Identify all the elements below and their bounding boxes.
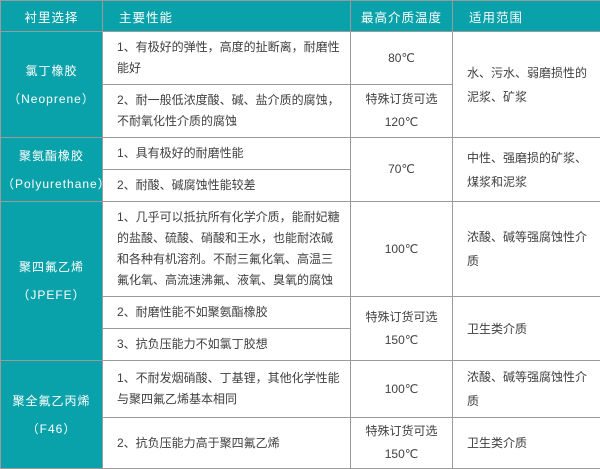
material-cell-fep: 聚全氟乙丙烯 （F46） — [1, 361, 103, 469]
range-cell: 卫生类介质 — [453, 297, 600, 361]
material-name-cn: 聚四氟乙烯 — [2, 253, 101, 281]
temperature-cell: 特殊订货可选 150℃ — [351, 418, 453, 469]
performance-cell: 2、抗负压能力高于聚四氟乙烯 — [103, 418, 351, 469]
temperature-cell: 100℃ — [351, 202, 453, 297]
material-cell-polyurethane: 聚氨酯橡胶 （Polyurethane） — [1, 138, 103, 202]
range-cell: 浓酸、碱等强腐蚀性介质 — [453, 202, 600, 297]
temperature-cell: 特殊订货可选 120℃ — [351, 85, 453, 138]
performance-cell: 2、耐一般低浓度酸、碱、盐介质的腐蚀，不耐氧化性介质的腐蚀 — [103, 85, 351, 138]
range-cell: 卫生类介质 — [453, 418, 600, 469]
range-cell: 浓酸、碱等强腐蚀性介质 — [453, 361, 600, 418]
temperature-value: 120℃ — [352, 111, 451, 134]
material-name-en: （F46） — [2, 415, 101, 443]
material-cell-ptfe: 聚四氟乙烯 （JPEFE） — [1, 202, 103, 361]
temperature-note: 特殊订货可选 — [352, 306, 451, 329]
table-row: 聚全氟乙丙烯 （F46） 1、不耐发烟硝酸、丁基锂，其他化学性能与聚四氟乙烯基本… — [1, 361, 600, 418]
temperature-value: 150℃ — [352, 443, 451, 466]
table-row: 聚四氟乙烯 （JPEFE） 1、几乎可以抵抗所有化学介质，能耐妃糖的盐酸、硫酸、… — [1, 202, 600, 297]
material-name-cn: 聚全氟乙丙烯 — [2, 387, 101, 415]
temperature-cell: 特殊订货可选 150℃ — [351, 297, 453, 361]
header-lining-selection: 衬里选择 — [1, 1, 103, 32]
performance-cell: 1、几乎可以抵抗所有化学介质，能耐妃糖的盐酸、硫酸、硝酸和王水，也能耐浓碱和各种… — [103, 202, 351, 297]
performance-cell: 2、耐酸、碱腐蚀性能较差 — [103, 170, 351, 202]
temperature-cell: 100℃ — [351, 361, 453, 418]
range-cell: 中性、强磨损的矿浆、煤浆和泥浆 — [453, 138, 600, 202]
performance-cell: 1、有极好的弹性，高度的扯断离，耐磨性能好 — [103, 32, 351, 85]
temperature-note: 特殊订货可选 — [352, 88, 451, 111]
material-name-en: （JPEFE） — [2, 281, 101, 309]
temperature-cell: 80℃ — [351, 32, 453, 85]
table-header-row: 衬里选择 主要性能 最高介质温度 适用范围 — [1, 1, 600, 32]
material-cell-neoprene: 氯丁橡胶 （Neoprene） — [1, 32, 103, 138]
header-main-performance: 主要性能 — [103, 1, 351, 32]
range-cell: 水、污水、弱磨损性的泥浆、矿浆 — [453, 32, 600, 138]
material-name-cn: 氯丁橡胶 — [2, 57, 101, 85]
performance-cell: 3、抗负压能力不如氯丁胶想 — [103, 329, 351, 361]
table-row: 氯丁橡胶 （Neoprene） 1、有极好的弹性，高度的扯断离，耐磨性能好 80… — [1, 32, 600, 85]
header-max-medium-temperature: 最高介质温度 — [351, 1, 453, 32]
material-name-en: （Neoprene） — [2, 85, 101, 113]
performance-cell: 1、不耐发烟硝酸、丁基锂，其他化学性能与聚四氟乙烯基本相同 — [103, 361, 351, 418]
temperature-cell: 70℃ — [351, 138, 453, 202]
material-name-en: （Polyurethane） — [2, 170, 101, 198]
header-applicable-range: 适用范围 — [453, 1, 600, 32]
performance-cell: 2、耐磨性能不如聚氨酯橡胶 — [103, 297, 351, 329]
table-row: 聚氨酯橡胶 （Polyurethane） 1、具有极好的耐磨性能 70℃ 中性、… — [1, 138, 600, 170]
material-name-cn: 聚氨酯橡胶 — [2, 142, 101, 170]
temperature-note: 特殊订货可选 — [352, 420, 451, 443]
temperature-value: 150℃ — [352, 329, 451, 352]
performance-cell: 1、具有极好的耐磨性能 — [103, 138, 351, 170]
